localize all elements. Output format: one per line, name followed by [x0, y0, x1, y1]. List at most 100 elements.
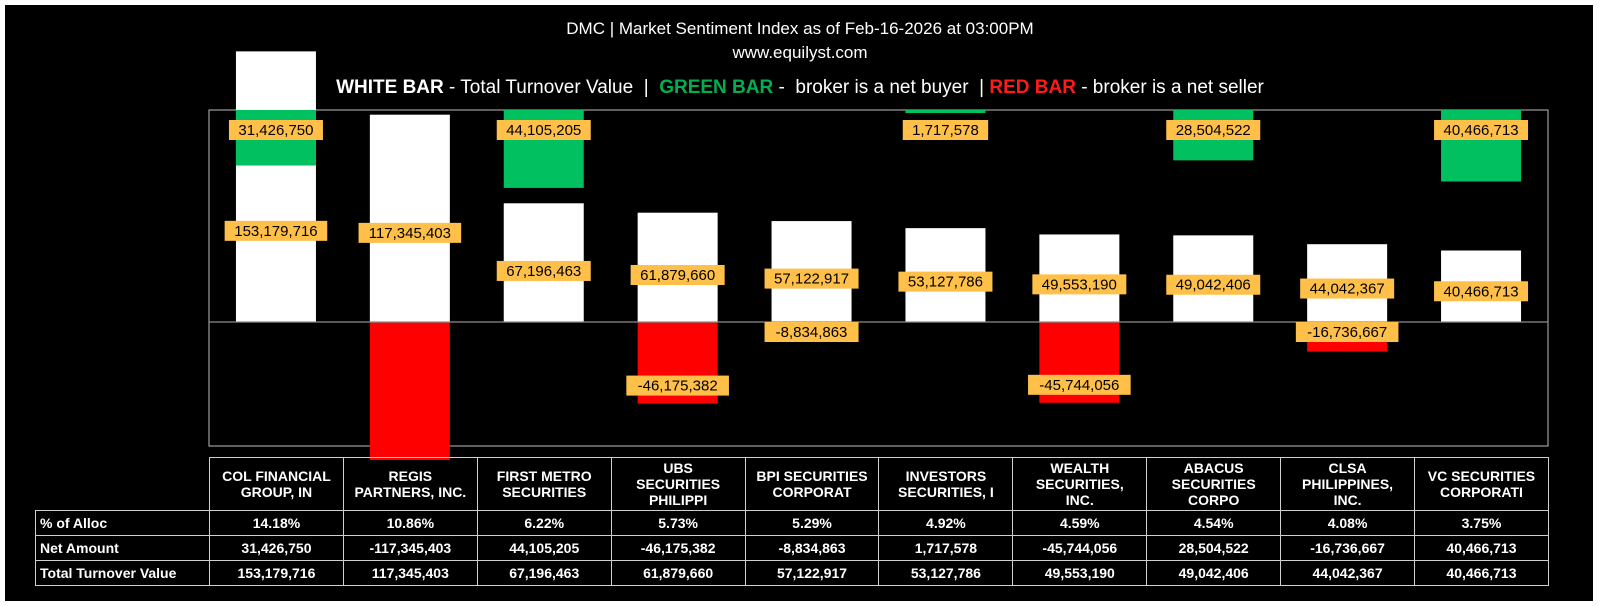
data-table: COL FINANCIAL GROUP, IN REGIS PARTNERS, INC… [35, 457, 1549, 586]
broker-header-line: SECURITIES, [1035, 476, 1124, 492]
broker-header: WEALTH SECURITIES, INC. [1012, 457, 1148, 511]
broker-header-line: COL FINANCIAL [222, 468, 331, 484]
turnover-data-label: 67,196,463 [506, 263, 581, 280]
table-cell: 49,042,406 [1146, 560, 1282, 586]
broker-header-line: PHILIPPI [648, 492, 708, 508]
net-data-label: -8,834,863 [776, 324, 848, 341]
turnover-bar [235, 51, 316, 322]
broker-header: COL FINANCIAL GROUP, IN [209, 457, 344, 511]
row-label: % of Alloc [35, 510, 210, 536]
broker-header-line: CORPO [1188, 492, 1240, 508]
turnover-data-label: 117,345,403 [369, 225, 451, 242]
broker-header: FIRST METRO SECURITIES [476, 457, 612, 511]
turnover-data-label: 49,553,190 [1042, 276, 1117, 293]
table-cell: 5.73% [610, 510, 746, 536]
table-cell: 28,504,522 [1146, 535, 1282, 561]
table-cell: 44,105,205 [476, 535, 612, 561]
table-cell: 4.92% [878, 510, 1014, 536]
broker-header-line: CORPORATI [1439, 484, 1523, 500]
turnover-data-label-bg [898, 271, 993, 292]
broker-header-line: WEALTH [1050, 460, 1110, 476]
table-cell: -117,345,403 [342, 535, 478, 561]
table-cell: 31,426,750 [209, 535, 344, 561]
broker-header: CLSA PHILIPPINES, INC. [1280, 457, 1416, 511]
turnover-data-label-bg [358, 222, 462, 243]
table-cell: 4.59% [1012, 510, 1148, 536]
table-cell: 153,179,716 [209, 560, 344, 586]
net-data-label-bg [626, 375, 729, 396]
turnover-data-label: 53,127,786 [908, 274, 983, 291]
legend-red-label: RED BAR [989, 77, 1076, 98]
plot-frame [208, 109, 1549, 447]
legend-green-label: GREEN BAR [659, 77, 774, 98]
broker-header-line: VC SECURITIES [1427, 468, 1536, 484]
net-data-label-bg [1166, 120, 1261, 140]
broker-header: ABACUS SECURITIES CORPO [1146, 457, 1282, 511]
turnover-data-label: 57,122,917 [774, 271, 849, 288]
legend: WHITE BAR - Total Turnover Value | GREEN… [0, 77, 1600, 99]
turnover-data-label-bg [764, 268, 859, 289]
net-data-label-bg [1295, 322, 1399, 342]
table-cell: 49,553,190 [1012, 560, 1148, 586]
turnover-data-label-bg [1434, 281, 1529, 302]
broker-header-line: PARTNERS, INC. [354, 484, 467, 500]
net-data-label: -46,175,382 [638, 378, 718, 395]
broker-header-line: CORPORAT [772, 484, 852, 500]
table-cell: 4.54% [1146, 510, 1282, 536]
table-cell: -16,736,667 [1280, 535, 1416, 561]
turnover-data-label: 49,042,406 [1176, 277, 1251, 294]
broker-header-line: FIRST METRO [496, 468, 592, 484]
chart-title: DMC | Market Sentiment Index as of Feb-1… [566, 19, 1034, 38]
table-cell: 1,717,578 [878, 535, 1014, 561]
broker-header: REGIS PARTNERS, INC. [342, 457, 478, 511]
broker-header-line: SECURITIES [1171, 476, 1256, 492]
net-buyer-bar [905, 110, 986, 114]
bar-chart: 153,179,71631,426,750117,345,403-117,345… [208, 51, 1549, 460]
net-data-label-bg [902, 120, 989, 140]
broker-header-line: SECURITIES, I [898, 484, 994, 500]
table-row: Total Turnover Value 153,179,716 117,345,4… [35, 560, 1549, 586]
net-data-label-bg [1434, 120, 1529, 140]
table-cell: 57,122,917 [744, 560, 880, 586]
table-cell: 117,345,403 [342, 560, 478, 586]
legend-green-desc: - broker is a net buyer | [773, 77, 990, 98]
website-url: www.equilyst.com [732, 43, 868, 62]
turnover-data-label: 44,042,367 [1310, 281, 1385, 298]
broker-header-line: CLSA [1328, 460, 1367, 476]
table-cell: 5.29% [744, 510, 880, 536]
broker-header: UBS SECURITIES PHILIPPI [610, 457, 746, 511]
broker-header: VC SECURITIES CORPORATI [1414, 457, 1549, 511]
net-data-label: 1,717,578 [912, 122, 979, 139]
turnover-data-label: 61,879,660 [640, 267, 715, 284]
row-label: Total Turnover Value [35, 560, 210, 586]
net-data-label: -16,736,667 [1307, 324, 1387, 341]
table-cell: 44,042,367 [1280, 560, 1416, 586]
broker-header: INVESTORS SECURITIES, I [878, 457, 1014, 511]
broker-header-line: GROUP, IN [240, 484, 313, 500]
net-data-label: 40,466,713 [1444, 122, 1519, 139]
table-cell: -45,744,056 [1012, 535, 1148, 561]
table-cell: 4.08% [1280, 510, 1416, 536]
broker-header: BPI SECURITIES CORPORAT [744, 457, 880, 511]
broker-header-line: PHILIPPINES, [1302, 476, 1394, 492]
row-label: Net Amount [35, 535, 210, 561]
net-seller-bar [369, 322, 450, 460]
broker-header-line: INC. [1065, 492, 1094, 508]
legend-red-desc: - broker is a net seller [1075, 77, 1264, 98]
turnover-data-label-bg [224, 220, 328, 241]
turnover-data-label-bg [1032, 274, 1127, 295]
broker-header-line: INC. [1333, 492, 1362, 508]
net-data-label: -45,744,056 [1039, 377, 1119, 394]
table-row: % of Alloc 14.18% 10.86% 6.22% 5.73% 5.29% 4.9… [35, 510, 1549, 536]
table-cell: 61,879,660 [610, 560, 746, 586]
broker-header-line: UBS [663, 460, 693, 476]
broker-header-line: SECURITIES [502, 484, 587, 500]
net-data-label: 31,426,750 [238, 122, 313, 139]
legend-white-label: WHITE BAR [336, 77, 444, 98]
table-cell: 67,196,463 [476, 560, 612, 586]
table-cell: 53,127,786 [878, 560, 1014, 586]
broker-header-line: REGIS [388, 468, 433, 484]
turnover-data-label: 153,179,716 [234, 223, 317, 240]
broker-header-line: INVESTORS [905, 468, 987, 484]
turnover-data-label-bg [630, 264, 725, 285]
